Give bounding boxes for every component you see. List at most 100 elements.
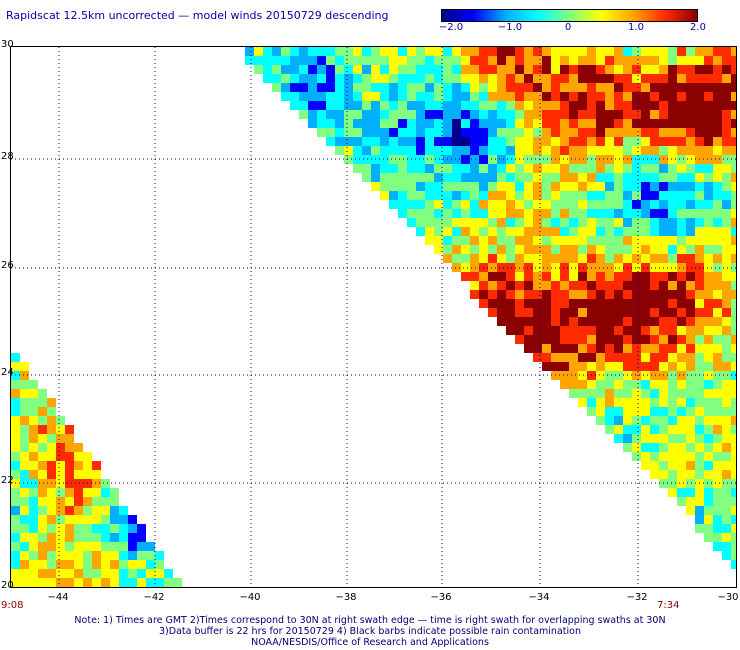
swath-cell (614, 371, 623, 380)
swath-cell (695, 119, 704, 128)
swath-cell (461, 245, 470, 254)
swath-cell (668, 353, 677, 362)
swath-cell (713, 407, 722, 416)
swath-cell (542, 353, 551, 362)
swath-cell (542, 281, 551, 290)
swath-cell (704, 416, 713, 425)
swath-cell (677, 326, 686, 335)
swath-cell (326, 65, 335, 74)
swath-cell (317, 128, 326, 137)
swath-cell (578, 290, 587, 299)
swath-cell (632, 272, 641, 281)
swath-cell (686, 191, 695, 200)
swath-cell (614, 56, 623, 65)
swath-cell (605, 290, 614, 299)
swath-cell (686, 461, 695, 470)
swath-cell (146, 578, 155, 587)
swath-cell (74, 515, 83, 524)
swath-cell (56, 434, 65, 443)
swath-cell (731, 326, 736, 335)
swath-cell (587, 227, 596, 236)
swath-cell (623, 398, 632, 407)
swath-cell (137, 524, 146, 533)
swath-cell (560, 254, 569, 263)
swath-cell (272, 83, 281, 92)
swath-cell (560, 281, 569, 290)
swath-cell (371, 92, 380, 101)
swath-cell (326, 110, 335, 119)
swath-cell (443, 146, 452, 155)
swath-cell (641, 74, 650, 83)
swath-cell (731, 515, 736, 524)
swath-cell (677, 434, 686, 443)
swath-cell (416, 227, 425, 236)
swath-cell (11, 461, 20, 470)
swath-cell (614, 209, 623, 218)
swath-cell (461, 83, 470, 92)
swath-cell (578, 380, 587, 389)
swath-cell (506, 191, 515, 200)
swath-cell (47, 488, 56, 497)
swath-cell (407, 137, 416, 146)
swath-cell (605, 119, 614, 128)
swath-cell (110, 551, 119, 560)
swath-cell (641, 461, 650, 470)
swath-cell (641, 227, 650, 236)
swath-cell (659, 200, 668, 209)
swath-cell (704, 317, 713, 326)
swath-cell (677, 443, 686, 452)
swath-cell (389, 47, 398, 56)
colorbar-tick-neg2: −2.0 (438, 22, 464, 33)
swath-cell (362, 110, 371, 119)
swath-cell (515, 281, 524, 290)
swath-cell (713, 101, 722, 110)
swath-cell (65, 515, 74, 524)
swath-cell (614, 128, 623, 137)
swath-cell (569, 335, 578, 344)
swath-cell (695, 110, 704, 119)
swath-cell (398, 155, 407, 164)
swath-cell (668, 362, 677, 371)
swath-cell (515, 92, 524, 101)
swath-cell (677, 110, 686, 119)
swath-cell (416, 47, 425, 56)
swath-cell (623, 92, 632, 101)
swath-cell (29, 407, 38, 416)
swath-cell (704, 506, 713, 515)
swath-cell (587, 290, 596, 299)
swath-cell (587, 137, 596, 146)
swath-cell (74, 569, 83, 578)
swath-cell (587, 164, 596, 173)
swath-cell (686, 326, 695, 335)
swath-cell (587, 362, 596, 371)
swath-cell (641, 335, 650, 344)
swath-cell (596, 335, 605, 344)
swath-cell (326, 47, 335, 56)
swath-cell (668, 443, 677, 452)
swath-cell (560, 128, 569, 137)
swath-cell (659, 83, 668, 92)
swath-cell (470, 200, 479, 209)
swath-cell (452, 200, 461, 209)
swath-cell (434, 56, 443, 65)
swath-cell (479, 92, 488, 101)
swath-cell (20, 524, 29, 533)
swath-cell (641, 290, 650, 299)
swath-cell (488, 128, 497, 137)
swath-cell (317, 47, 326, 56)
swath-cell (632, 74, 641, 83)
swath-cell (407, 191, 416, 200)
swath-cell (560, 308, 569, 317)
swath-cell (614, 155, 623, 164)
swath-cell (605, 92, 614, 101)
swath-cell (542, 164, 551, 173)
swath-cell (101, 497, 110, 506)
swath-cell (722, 209, 731, 218)
swath-cell (713, 488, 722, 497)
swath-cell (731, 317, 736, 326)
swath-cell (38, 551, 47, 560)
swath-cell (74, 443, 83, 452)
swath-cell (497, 65, 506, 74)
swath-cell (74, 524, 83, 533)
swath-cell (524, 290, 533, 299)
